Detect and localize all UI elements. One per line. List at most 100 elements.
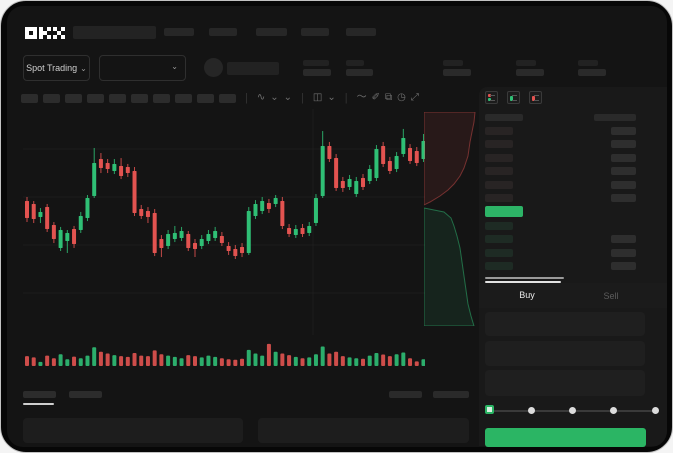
logo-pixel xyxy=(61,27,65,31)
logo-pixel xyxy=(33,35,37,39)
pair-selector[interactable]: ⌄ xyxy=(99,55,186,81)
logo-pixel xyxy=(57,31,61,35)
logo-pixel xyxy=(25,27,29,31)
slider-stop[interactable] xyxy=(651,407,659,414)
app-screen: Spot Trading ⌄ ⌄ | ∿ ⌄ ⌄ | ◫ ⌄ | 〜 ✐ ⧉ ◷ ⤢ Buy Sell xyxy=(7,6,667,447)
total-field[interactable] xyxy=(485,370,645,396)
logo-pixel xyxy=(47,27,51,31)
green-mark xyxy=(488,97,491,101)
bottom-tab-placeholder[interactable] xyxy=(69,391,102,398)
timeframe-pill[interactable] xyxy=(87,93,104,103)
orderbook-scrollbar[interactable] xyxy=(485,277,564,279)
slider-handle[interactable] xyxy=(485,405,494,414)
ask-row-price-placeholder[interactable] xyxy=(485,127,513,135)
timeframe-pill[interactable] xyxy=(153,93,170,103)
tab-buy[interactable]: Buy xyxy=(519,290,535,300)
ob-layout-asks-icon[interactable] xyxy=(529,91,542,104)
icon-line xyxy=(490,95,495,96)
bid-row-price-placeholder[interactable] xyxy=(485,262,513,271)
ob-layout-bids-icon[interactable] xyxy=(507,91,520,104)
icon-line xyxy=(512,100,517,101)
candle-style-chevron[interactable]: ⌄ xyxy=(270,92,279,103)
bid-row-price-placeholder[interactable] xyxy=(485,235,513,244)
slider-stop[interactable] xyxy=(569,407,576,414)
logo-pixel xyxy=(43,31,47,35)
ask-row-price-placeholder[interactable] xyxy=(485,140,513,149)
stat-label-placeholder xyxy=(578,60,598,66)
nav-item-placeholder[interactable] xyxy=(256,28,287,36)
bottom-panel-placeholder xyxy=(258,418,469,443)
bottom-action-placeholder[interactable] xyxy=(389,391,422,398)
interval-chevron[interactable]: ⌄ xyxy=(283,92,293,103)
ask-row-price-placeholder[interactable] xyxy=(485,167,513,176)
bid-row-amount-placeholder xyxy=(611,248,636,257)
market-type-label: Spot Trading xyxy=(26,63,78,73)
toolbar-divider: | xyxy=(301,92,304,104)
stat-label-placeholder xyxy=(516,60,536,66)
ask-row-amount-placeholder xyxy=(611,194,636,202)
bid-row-amount-placeholder xyxy=(611,262,636,271)
slider-stop[interactable] xyxy=(527,407,535,414)
ask-row-amount-placeholder xyxy=(611,180,636,189)
fullscreen-icon[interactable]: ⤢ xyxy=(410,92,419,103)
logo-pixel xyxy=(29,35,33,39)
logo-pixel xyxy=(61,35,65,39)
logo-pixel xyxy=(53,27,57,31)
depth-overlay xyxy=(424,112,476,326)
timeframe-pill[interactable] xyxy=(175,93,192,103)
stat-value-placeholder xyxy=(346,69,373,76)
orderbook-price-header-placeholder xyxy=(485,114,523,121)
bid-row-price-placeholder[interactable] xyxy=(485,248,513,257)
stat-label-placeholder xyxy=(443,60,463,66)
candle-style-icon[interactable]: ∿ xyxy=(256,92,266,103)
stat-value-placeholder xyxy=(516,69,544,76)
timeframe-pill[interactable] xyxy=(197,93,214,103)
stat-value-placeholder xyxy=(443,69,471,76)
timeframe-pill[interactable] xyxy=(21,93,38,103)
last-price-bar[interactable] xyxy=(485,206,523,217)
price-field[interactable] xyxy=(485,312,645,336)
volume-chart xyxy=(25,343,425,366)
ask-row-price-placeholder[interactable] xyxy=(485,194,513,202)
ask-row-price-placeholder[interactable] xyxy=(485,180,513,189)
icon-line xyxy=(490,100,495,101)
tab-sell[interactable]: Sell xyxy=(603,291,619,301)
history-icon[interactable]: ◷ xyxy=(397,92,406,103)
ask-row-price-placeholder[interactable] xyxy=(485,153,513,162)
icon-line xyxy=(512,95,517,96)
logo-pixel xyxy=(39,27,43,31)
icon-line xyxy=(534,95,539,96)
timeframe-pill[interactable] xyxy=(109,93,126,103)
icon-line xyxy=(534,100,539,101)
buy-button[interactable] xyxy=(485,428,646,447)
market-type-selector[interactable]: Spot Trading ⌄ xyxy=(23,55,90,81)
chart-toolbar: | ∿ ⌄ ⌄ | ◫ ⌄ | 〜 ✐ ⧉ ◷ ⤢ xyxy=(21,90,419,106)
bid-row-price-placeholder[interactable] xyxy=(485,222,513,230)
ask-row-amount-placeholder xyxy=(611,153,636,162)
stat-value-placeholder xyxy=(303,69,331,76)
indicators-chevron[interactable]: ⌄ xyxy=(327,92,336,103)
nav-item-placeholder[interactable] xyxy=(164,28,194,36)
draw-tool-icon[interactable]: ✐ xyxy=(371,92,380,103)
timeframe-pill[interactable] xyxy=(131,93,148,103)
toolbar-divider: | xyxy=(245,92,248,104)
nav-item-placeholder[interactable] xyxy=(346,28,376,36)
line-tool-icon[interactable]: 〜 xyxy=(356,92,367,103)
orderbook-amount-header-placeholder xyxy=(594,114,636,121)
logo-pixel xyxy=(29,27,33,31)
slider-stop[interactable] xyxy=(610,407,618,414)
ob-layout-both-icon[interactable] xyxy=(485,91,498,104)
timeframe-pill[interactable] xyxy=(65,93,82,103)
pair-name-placeholder xyxy=(227,62,279,75)
coin-avatar[interactable] xyxy=(204,58,223,77)
timeframe-pill[interactable] xyxy=(219,93,236,103)
bottom-action-placeholder[interactable] xyxy=(433,391,469,398)
indicators-icon[interactable]: ◫ xyxy=(312,92,323,103)
bottom-tab-placeholder[interactable] xyxy=(23,391,56,398)
candlestick-chart[interactable] xyxy=(23,109,425,335)
nav-item-placeholder[interactable] xyxy=(301,28,329,36)
screenshot-icon[interactable]: ⧉ xyxy=(384,92,393,103)
nav-item-placeholder[interactable] xyxy=(209,28,237,36)
timeframe-pill[interactable] xyxy=(43,93,60,103)
amount-field[interactable] xyxy=(485,341,645,366)
